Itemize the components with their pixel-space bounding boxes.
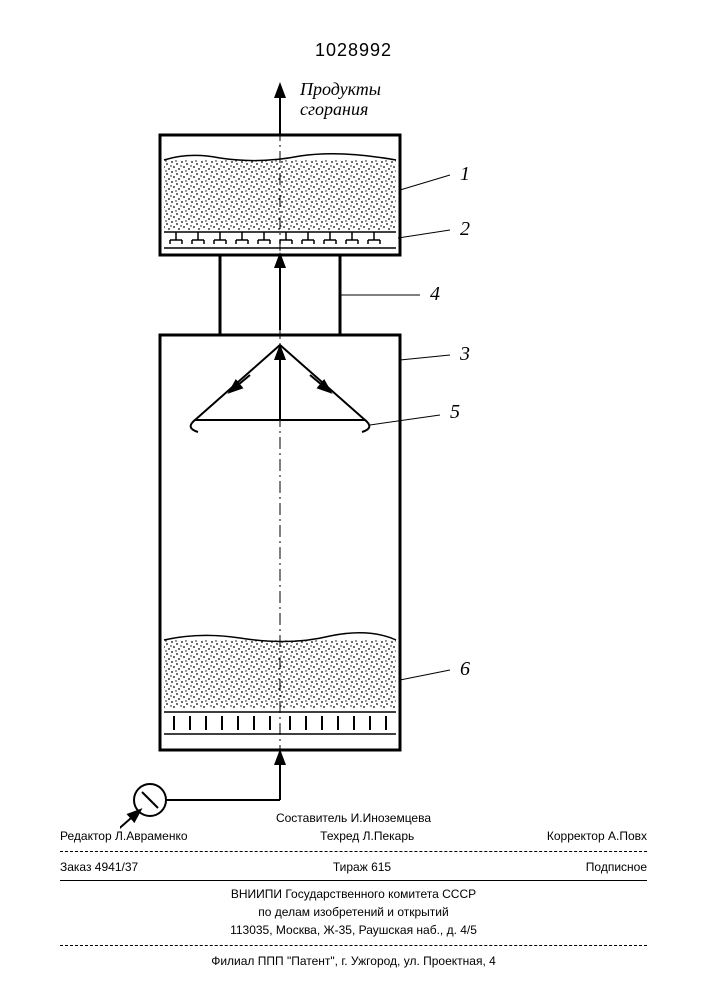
tech: Техред Л.Пекарь xyxy=(320,827,414,845)
subscription: Подписное xyxy=(586,858,647,876)
compiler: Составитель И.Иноземцева xyxy=(276,809,431,827)
address: 113035, Москва, Ж-35, Раушская наб., д. … xyxy=(60,921,647,939)
org-line2: по делам изобретений и открытий xyxy=(60,903,647,921)
org-line1: ВНИИПИ Государственного комитета СССР xyxy=(60,885,647,903)
editor: Редактор Л.Авраменко xyxy=(60,827,188,845)
branch: Филиал ППП "Патент", г. Ужгород, ул. Про… xyxy=(60,952,647,970)
order: Заказ 4941/37 xyxy=(60,858,138,876)
callout-3: 3 xyxy=(459,343,470,365)
patent-number: 1028992 xyxy=(0,40,707,61)
callout-2: 2 xyxy=(460,218,470,240)
callout-1: 1 xyxy=(460,163,470,185)
engineering-diagram: 1 2 4 3 5 xyxy=(120,80,540,850)
callout-5: 5 xyxy=(450,401,460,423)
callout-6: 6 xyxy=(460,658,470,680)
print-run: Тираж 615 xyxy=(333,858,391,876)
callout-4: 4 xyxy=(430,283,440,305)
corrector: Корректор А.Повх xyxy=(547,827,647,845)
credits-block: Составитель И.Иноземцева Редактор Л.Авра… xyxy=(60,809,647,970)
